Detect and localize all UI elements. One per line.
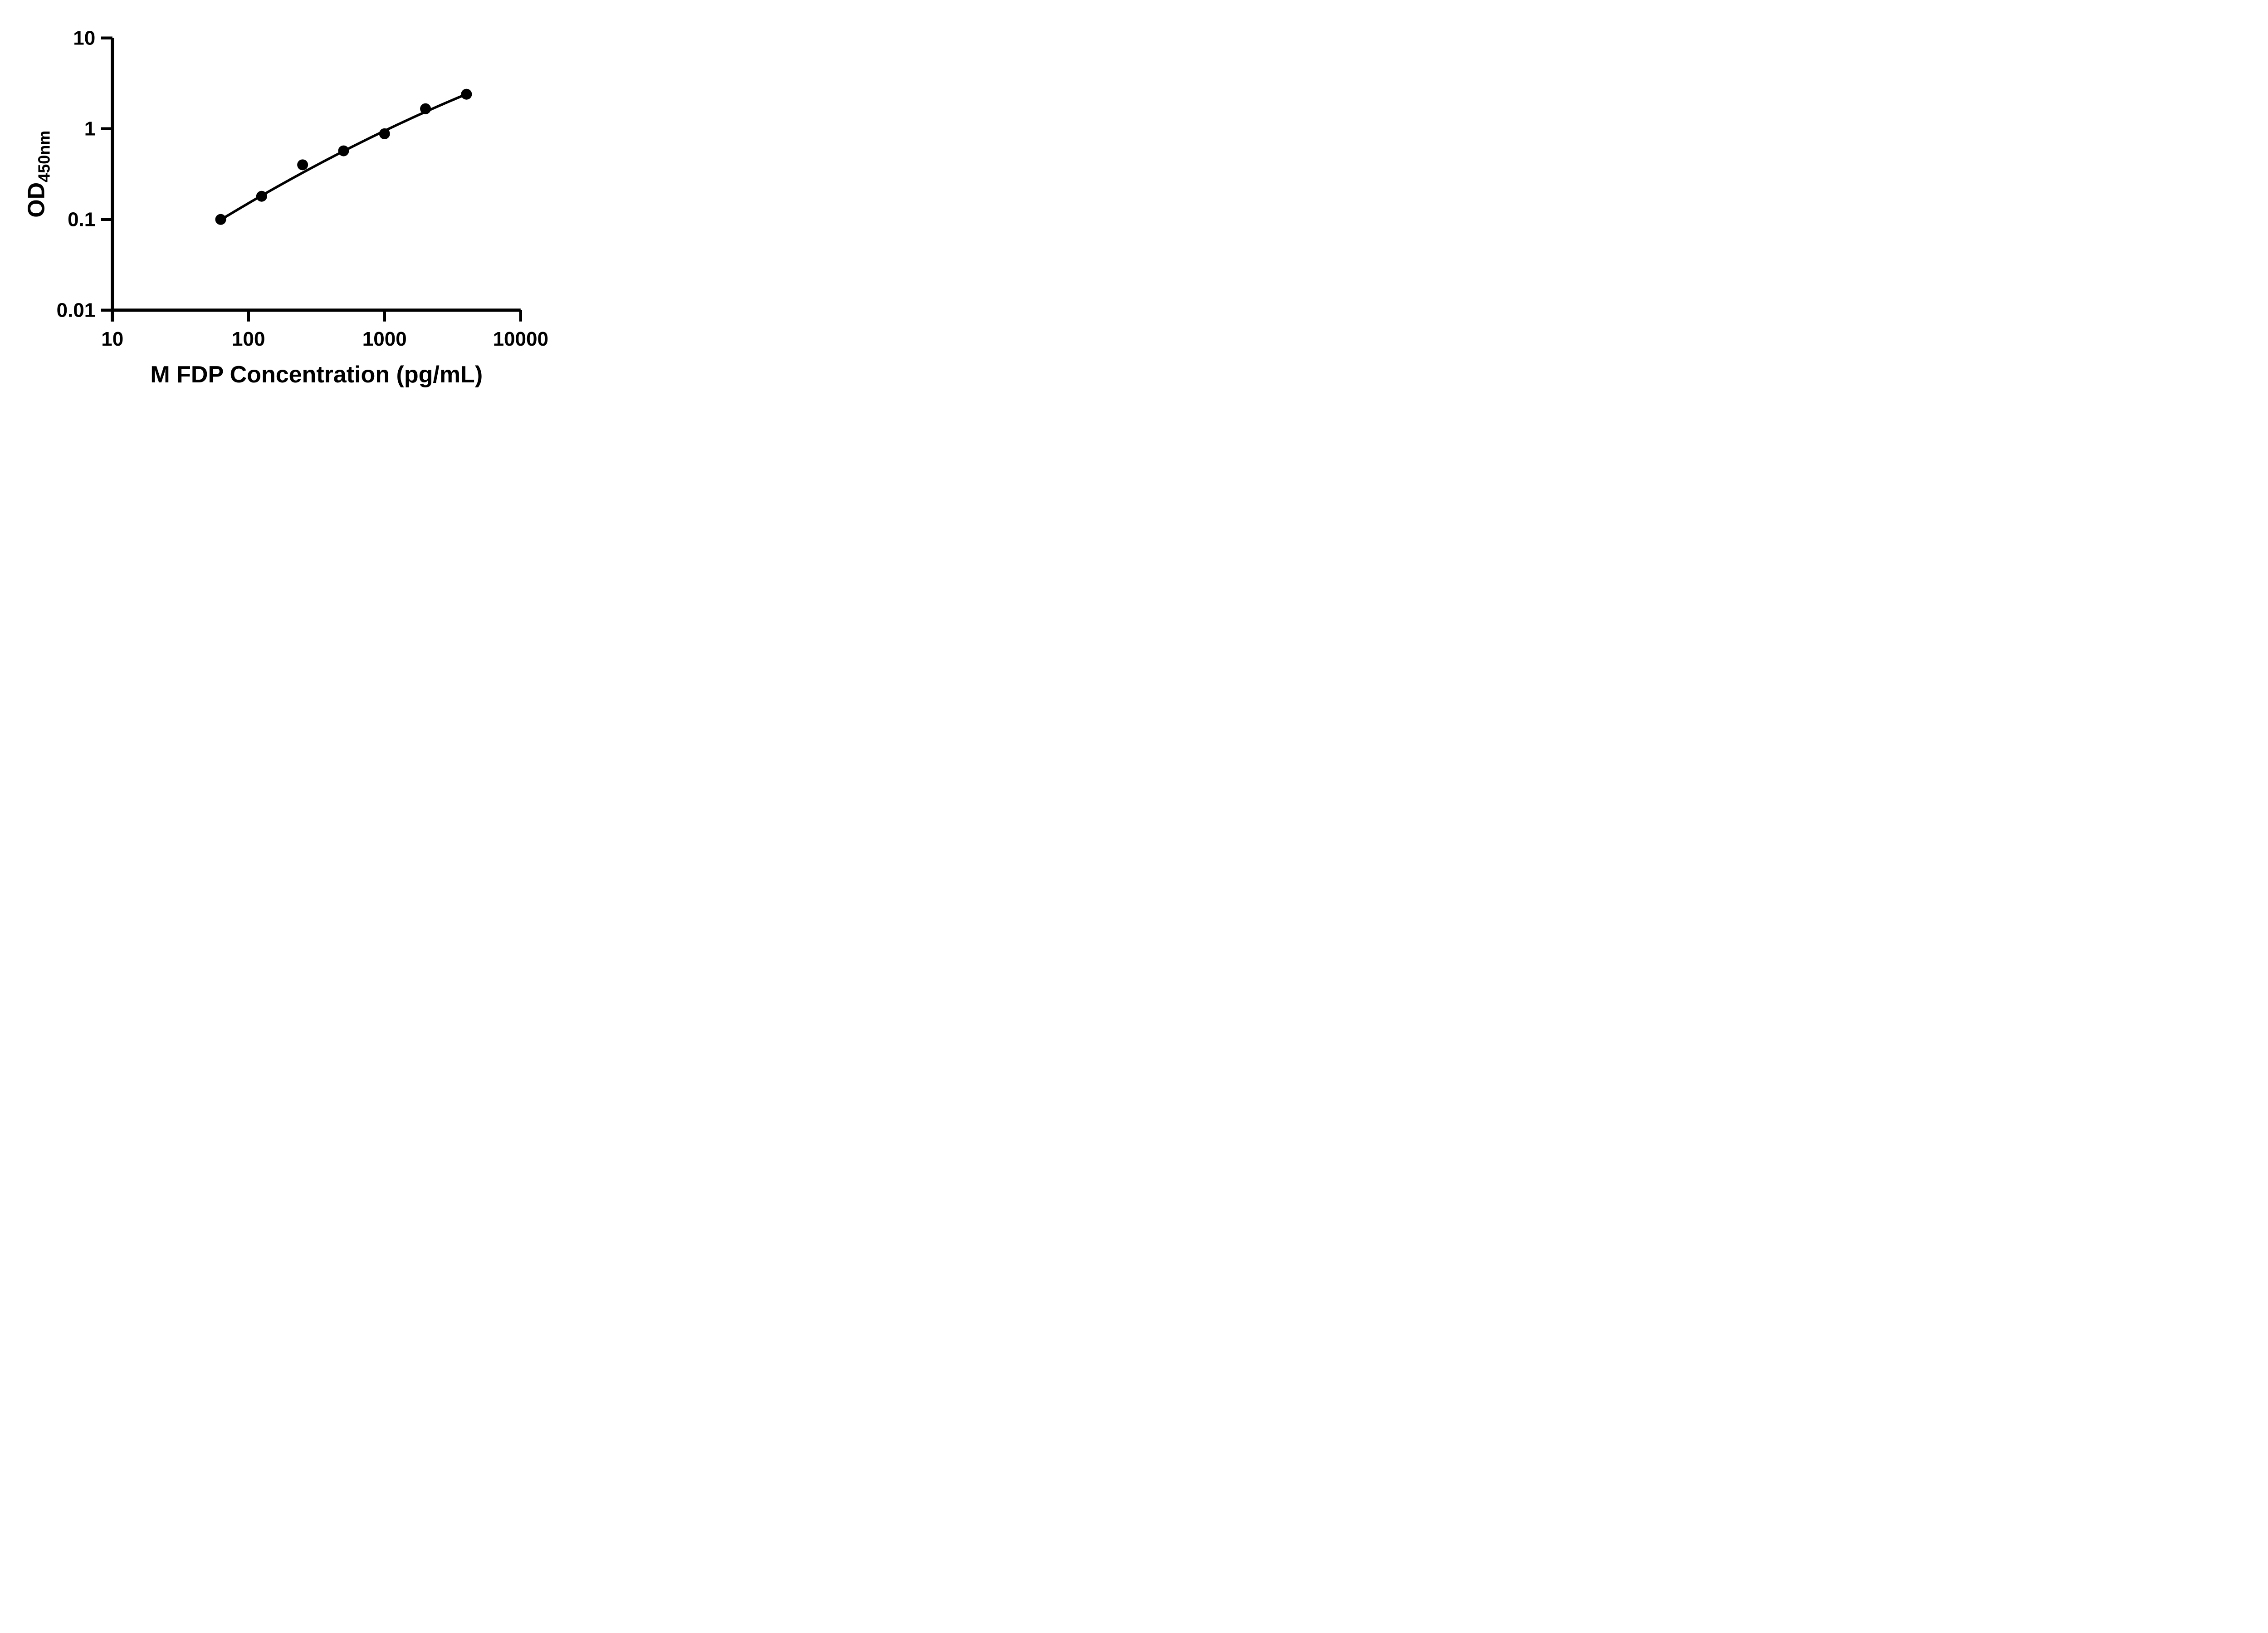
x-axis-title: M FDP Concentration (pg/mL) bbox=[150, 362, 483, 388]
x-tick-label: 1000 bbox=[362, 328, 407, 350]
data-point bbox=[297, 159, 308, 171]
x-tick-label: 10000 bbox=[493, 328, 548, 350]
y-tick-label: 10 bbox=[73, 27, 95, 49]
data-point bbox=[461, 88, 472, 100]
data-point bbox=[256, 191, 267, 202]
data-point bbox=[215, 214, 226, 225]
x-tick-label: 100 bbox=[232, 328, 265, 350]
y-tick-label: 1 bbox=[84, 117, 95, 140]
y-tick-label: 0.1 bbox=[68, 208, 95, 230]
data-point bbox=[338, 145, 349, 156]
y-axis-title-subscript: 450nm bbox=[34, 131, 53, 182]
data-point bbox=[420, 103, 431, 114]
data-point bbox=[379, 128, 390, 139]
elisa-standard-curve-figure: 10 1 0.1 0.01 10 100 1000 10000 M FDP Concentrat… bbox=[0, 0, 583, 408]
y-axis-title: OD450nm bbox=[23, 131, 53, 218]
fit-curve bbox=[220, 93, 467, 221]
x-tick-label: 10 bbox=[101, 328, 123, 350]
y-tick-label: 0.01 bbox=[57, 299, 96, 321]
y-axis-title-main: OD bbox=[23, 182, 49, 218]
